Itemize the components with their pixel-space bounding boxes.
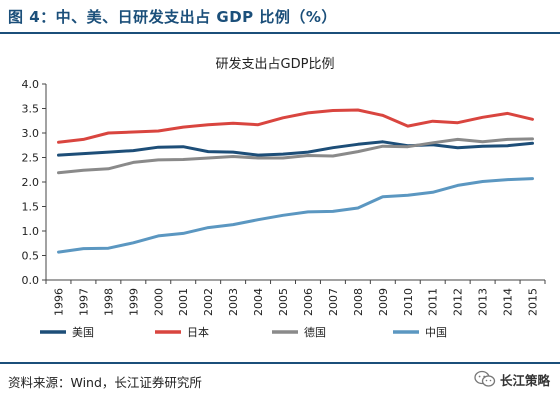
chart-series-lines — [57, 108, 534, 254]
footer-divider — [0, 362, 560, 364]
x-tick-label: 2007 — [327, 288, 340, 316]
series-line-0 — [57, 140, 534, 157]
watermark-label: 长江策略 — [499, 372, 550, 388]
series-line-3 — [57, 177, 534, 254]
legend-label: 日本 — [187, 325, 209, 339]
chart-axes: 0.0 0.5 1.0 1.5 2.0 2.5 3.0 3.5 4.0 1996 1997 1998 1… — [22, 78, 546, 316]
series-line-2 — [57, 137, 534, 175]
x-tick-label: 2004 — [252, 288, 265, 316]
legend-label: 中国 — [425, 326, 447, 339]
x-tick-label: 1999 — [127, 288, 140, 316]
x-tick-label: 1998 — [102, 288, 115, 316]
x-tick-label: 2005 — [277, 288, 290, 316]
rd-gdp-line-chart: 研发支出占GDP比例 0.0 0.5 1.0 1.5 2.0 2.5 3.0 3.5 4.0 19… — [22, 56, 546, 339]
x-tick-label: 1997 — [77, 288, 90, 316]
y-tick-label: 1.5 — [22, 201, 40, 214]
x-tick-label: 2000 — [152, 288, 165, 316]
y-tick-label: 4.0 — [22, 78, 40, 91]
x-tick-label: 2009 — [377, 288, 390, 316]
y-tick-label: 3.5 — [22, 103, 40, 116]
x-tick-label: 1996 — [52, 288, 65, 316]
y-tick-label: 0.0 — [22, 274, 40, 287]
x-tick-label: 2012 — [452, 288, 465, 316]
x-tick-label: 2002 — [202, 288, 215, 316]
legend-label: 美国 — [72, 326, 94, 339]
y-tick-label: 2.5 — [22, 152, 40, 165]
legend-label: 德国 — [304, 325, 326, 339]
series-line-1 — [57, 108, 534, 144]
x-tick-label: 2015 — [527, 288, 540, 316]
figure-title: 图 4：中、美、日研发支出占 GDP 比例（%） — [8, 8, 337, 26]
x-tick-label: 2008 — [352, 288, 365, 316]
y-tick-label: 3.0 — [22, 127, 40, 140]
title-divider — [0, 32, 560, 34]
y-tick-label: 1.0 — [22, 225, 40, 238]
wechat-icon — [474, 370, 496, 387]
chart-legend: 美国 日本 德国 中国 — [40, 325, 447, 339]
y-tick-label: 2.0 — [22, 176, 40, 189]
x-tick-label: 2003 — [227, 288, 240, 316]
x-tick-label: 2014 — [502, 288, 515, 316]
watermark: 长江策略 — [474, 367, 550, 391]
x-tick-label: 2013 — [477, 288, 490, 316]
y-tick-label: 0.5 — [22, 250, 40, 263]
x-tick-label: 2006 — [302, 288, 315, 316]
x-tick-label: 2001 — [177, 288, 190, 316]
source-note: 资料来源：Wind，长江证券研究所 — [8, 375, 202, 390]
chart-title: 研发支出占GDP比例 — [216, 56, 335, 72]
x-tick-label: 2011 — [427, 288, 440, 316]
x-tick-label: 2010 — [402, 288, 415, 316]
